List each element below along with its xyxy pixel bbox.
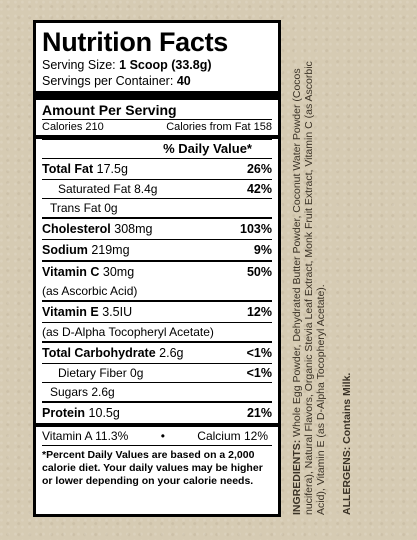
nutrient-name: Sugars [50, 385, 89, 399]
nutrient-note-row: (as Ascorbic Acid) [42, 282, 272, 300]
nutrient-percent: <1% [246, 366, 272, 380]
nutrient-percent: 21% [246, 406, 272, 420]
nutrient-percent: 42% [246, 182, 272, 196]
nutrient-name: Total Carbohydrate [42, 346, 156, 360]
nutrient-row: Sodium 219mg 9% [42, 239, 272, 260]
nutrient-percent: 26% [246, 162, 272, 176]
calories: Calories 210 [42, 121, 104, 133]
nutrient-row: Protein 10.5g 21% [42, 401, 272, 423]
servings-label: Servings per Container: [42, 74, 174, 88]
allergens-text: ALLERGENS: Contains Milk. [341, 35, 353, 515]
thick-divider [36, 91, 278, 100]
side-panel: INGREDIENTS: Whole Egg Powder, Dehydrate… [291, 35, 361, 515]
bullet-separator: • [160, 429, 165, 443]
nutrient-row: Dietary Fiber 0g <1% [42, 363, 272, 382]
nutrition-facts-label: Nutrition Facts Serving Size: 1 Scoop (3… [33, 20, 281, 517]
serving-size: Serving Size: 1 Scoop (33.8g) [42, 57, 272, 73]
nutrient-amount: 10.5g [88, 406, 120, 420]
ingredients-label: INGREDIENTS: [291, 439, 303, 515]
nutrient-name: Saturated Fat [58, 182, 131, 196]
serving-size-label: Serving Size: [42, 58, 116, 72]
nutrient-row: Saturated Fat 8.4g 42% [42, 179, 272, 198]
nutrient-note: (as D-Alpha Tocopheryl Acetate) [42, 325, 214, 339]
nutrient-percent: 50% [246, 265, 272, 279]
nutrient-percent: <1% [246, 346, 272, 360]
nutrient-name: Trans Fat [50, 201, 101, 215]
nutrient-name: Cholesterol [42, 222, 111, 236]
nutrient-note: (as Ascorbic Acid) [42, 284, 138, 298]
nutrient-name: Sodium [42, 243, 88, 257]
calcium: Calcium 12% [197, 429, 268, 443]
nutrient-amount: 0g [130, 366, 144, 380]
nutrient-name: Protein [42, 406, 86, 420]
nutrient-name: Dietary Fiber [58, 366, 127, 380]
footnote: *Percent Daily Values are based on a 2,0… [42, 445, 272, 488]
nutrient-percent: 12% [246, 305, 272, 319]
nutrient-amount: 8.4g [134, 182, 158, 196]
nutrient-row: Cholesterol 308mg 103% [42, 217, 272, 239]
servings-per-container: Servings per Container: 40 [42, 73, 272, 89]
nutrient-amount: 17.5g [96, 162, 128, 176]
mid-divider [36, 135, 278, 139]
nutrient-row: Vitamin E 3.5IU 12% [42, 300, 272, 322]
nutrient-amount: 3.5IU [102, 305, 133, 319]
nutrient-note-row: (as D-Alpha Tocopheryl Acetate) [42, 322, 272, 341]
nutrient-amount: 30mg [102, 265, 135, 279]
ingredients-text: INGREDIENTS: Whole Egg Powder, Dehydrate… [291, 35, 327, 515]
allergens-value: Contains Milk. [341, 372, 353, 444]
servings-value: 40 [176, 74, 191, 88]
allergens-label: ALLERGENS: [341, 446, 353, 515]
nutrient-amount: 308mg [114, 222, 153, 236]
nutrient-row: Sugars 2.6g [42, 382, 272, 401]
nutrient-row: Vitamin C 30mg 50% [42, 260, 272, 282]
nutrient-amount: 0g [104, 201, 118, 215]
nutrient-percent: 103% [240, 222, 272, 236]
nutrient-row: Total Fat 17.5g 26% [42, 158, 272, 179]
nutrient-percent: 9% [253, 243, 272, 257]
vitamin-a: Vitamin A 11.3% [42, 429, 129, 443]
nutrient-amount: 2.6g [91, 385, 115, 399]
amount-per-serving: Amount Per Serving [42, 102, 177, 118]
nutrient-row: Trans Fat 0g [42, 198, 272, 217]
nutrient-name: Vitamin E [42, 305, 99, 319]
serving-size-value: 1 Scoop (33.8g) [119, 58, 212, 72]
vitamins-row: Vitamin A 11.3% • Calcium 12% [42, 427, 272, 445]
mid-divider [36, 423, 278, 427]
calories-row: Calories 210 Calories from Fat 158 [42, 119, 272, 135]
label-title: Nutrition Facts [42, 27, 229, 57]
daily-value-header: % Daily Value* [42, 139, 272, 158]
nutrient-name: Vitamin C [42, 265, 100, 279]
nutrient-amount: 2.6g [159, 346, 184, 360]
nutrient-amount: 219mg [91, 243, 130, 257]
nutrient-row: Total Carbohydrate 2.6g <1% [42, 341, 272, 363]
nutrient-name: Total Fat [42, 162, 94, 176]
calories-from-fat: Calories from Fat 158 [166, 121, 272, 133]
